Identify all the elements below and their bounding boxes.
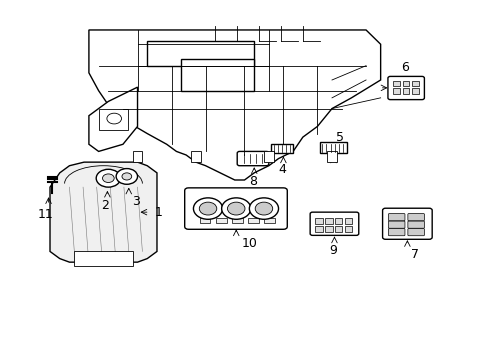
Bar [411, 81, 418, 86]
Bar [200, 217, 210, 223]
Circle shape [102, 174, 114, 183]
Text: 8: 8 [249, 175, 257, 188]
FancyBboxPatch shape [387, 221, 404, 228]
Bar [392, 81, 399, 86]
Circle shape [255, 202, 272, 215]
Circle shape [96, 169, 120, 187]
Bar [74, 251, 132, 266]
Text: 7: 7 [410, 248, 418, 261]
Bar [344, 218, 351, 224]
Bar [411, 88, 418, 94]
Bar [132, 152, 142, 162]
FancyBboxPatch shape [382, 208, 431, 239]
Bar [315, 218, 322, 224]
Bar [392, 88, 399, 94]
Polygon shape [89, 87, 137, 152]
Circle shape [221, 198, 250, 219]
Bar [247, 217, 258, 223]
FancyBboxPatch shape [387, 229, 404, 236]
Text: 5: 5 [335, 131, 343, 144]
Circle shape [249, 198, 278, 219]
Bar [334, 226, 342, 232]
Circle shape [199, 202, 216, 215]
Text: 3: 3 [131, 195, 139, 208]
Bar [402, 88, 408, 94]
Bar [99, 109, 127, 130]
Bar [326, 152, 336, 162]
FancyBboxPatch shape [184, 188, 287, 229]
Text: 11: 11 [37, 208, 53, 221]
Bar [264, 152, 273, 162]
FancyBboxPatch shape [387, 213, 404, 221]
Bar [325, 218, 332, 224]
Text: 1: 1 [154, 206, 162, 219]
Bar [215, 217, 226, 223]
Circle shape [227, 202, 244, 215]
Text: 4: 4 [278, 163, 286, 176]
Bar [325, 226, 332, 232]
Circle shape [116, 168, 137, 184]
Bar [231, 217, 242, 223]
Circle shape [107, 113, 121, 124]
FancyBboxPatch shape [407, 221, 424, 228]
Bar [319, 143, 346, 153]
Text: 2: 2 [101, 199, 109, 212]
FancyBboxPatch shape [387, 76, 424, 100]
Bar [147, 41, 254, 66]
Bar [264, 217, 274, 223]
Text: 10: 10 [242, 237, 257, 250]
Bar [402, 81, 408, 86]
FancyBboxPatch shape [237, 152, 268, 166]
Polygon shape [50, 162, 157, 262]
Circle shape [122, 173, 131, 180]
Polygon shape [89, 30, 380, 180]
Circle shape [193, 198, 222, 219]
Bar [315, 226, 322, 232]
FancyBboxPatch shape [309, 212, 358, 235]
Bar [181, 59, 254, 91]
Text: 6: 6 [400, 61, 408, 74]
FancyBboxPatch shape [407, 213, 424, 221]
FancyBboxPatch shape [407, 229, 424, 236]
Bar [344, 226, 351, 232]
Text: 9: 9 [329, 244, 337, 257]
Bar [271, 144, 292, 153]
Bar [334, 218, 342, 224]
Bar [191, 152, 201, 162]
